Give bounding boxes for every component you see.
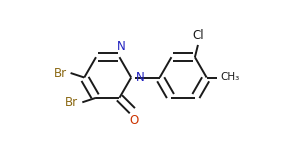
Text: CH₃: CH₃ [220, 73, 239, 82]
Text: N: N [117, 40, 126, 53]
Text: O: O [129, 114, 139, 127]
Text: Br: Br [53, 66, 67, 80]
Text: Cl: Cl [192, 29, 204, 42]
Text: Br: Br [65, 96, 78, 109]
Text: N: N [136, 71, 144, 84]
